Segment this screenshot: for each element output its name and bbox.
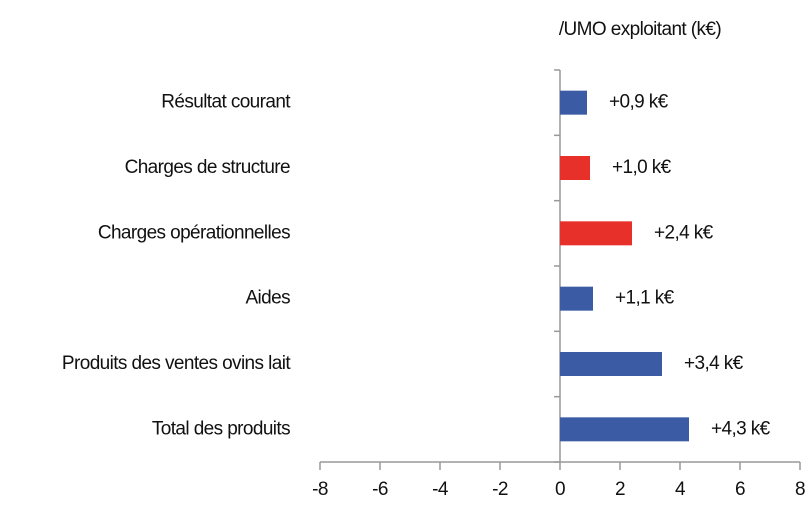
y-tick-label: Total des produits	[152, 418, 290, 439]
bar	[560, 156, 590, 180]
value-label: +4,3 k€	[711, 418, 771, 439]
x-tick-label: 8	[795, 479, 805, 500]
value-label: +0,9 k€	[609, 92, 669, 113]
x-tick-label: 2	[615, 479, 625, 500]
y-tick-label: Aides	[245, 288, 290, 309]
x-tick-label: -8	[312, 479, 328, 500]
value-label: +1,1 k€	[615, 288, 675, 309]
x-tick-label: -4	[432, 479, 449, 500]
y-tick-label: Résultat courant	[161, 92, 291, 113]
bar	[560, 286, 593, 311]
x-tick-label: -2	[492, 479, 508, 500]
x-tick-label: 0	[555, 479, 565, 500]
bar	[560, 90, 587, 115]
y-tick-label: Charges de structure	[125, 157, 290, 178]
y-tick-label: Produits des ventes ovins lait	[62, 353, 291, 374]
bar	[560, 417, 689, 442]
x-tick-label: 6	[735, 479, 745, 500]
value-label: +3,4 k€	[684, 353, 744, 374]
x-tick-label: -6	[372, 479, 388, 500]
x-tick-label: 4	[675, 479, 686, 500]
value-label: +2,4 k€	[654, 222, 714, 243]
bar	[560, 352, 662, 376]
y-tick-label: Charges opérationnelles	[98, 222, 290, 243]
chart-title: /UMO exploitant (k€)	[559, 19, 721, 40]
bar	[560, 221, 632, 246]
value-label: +1,0 k€	[612, 157, 672, 178]
